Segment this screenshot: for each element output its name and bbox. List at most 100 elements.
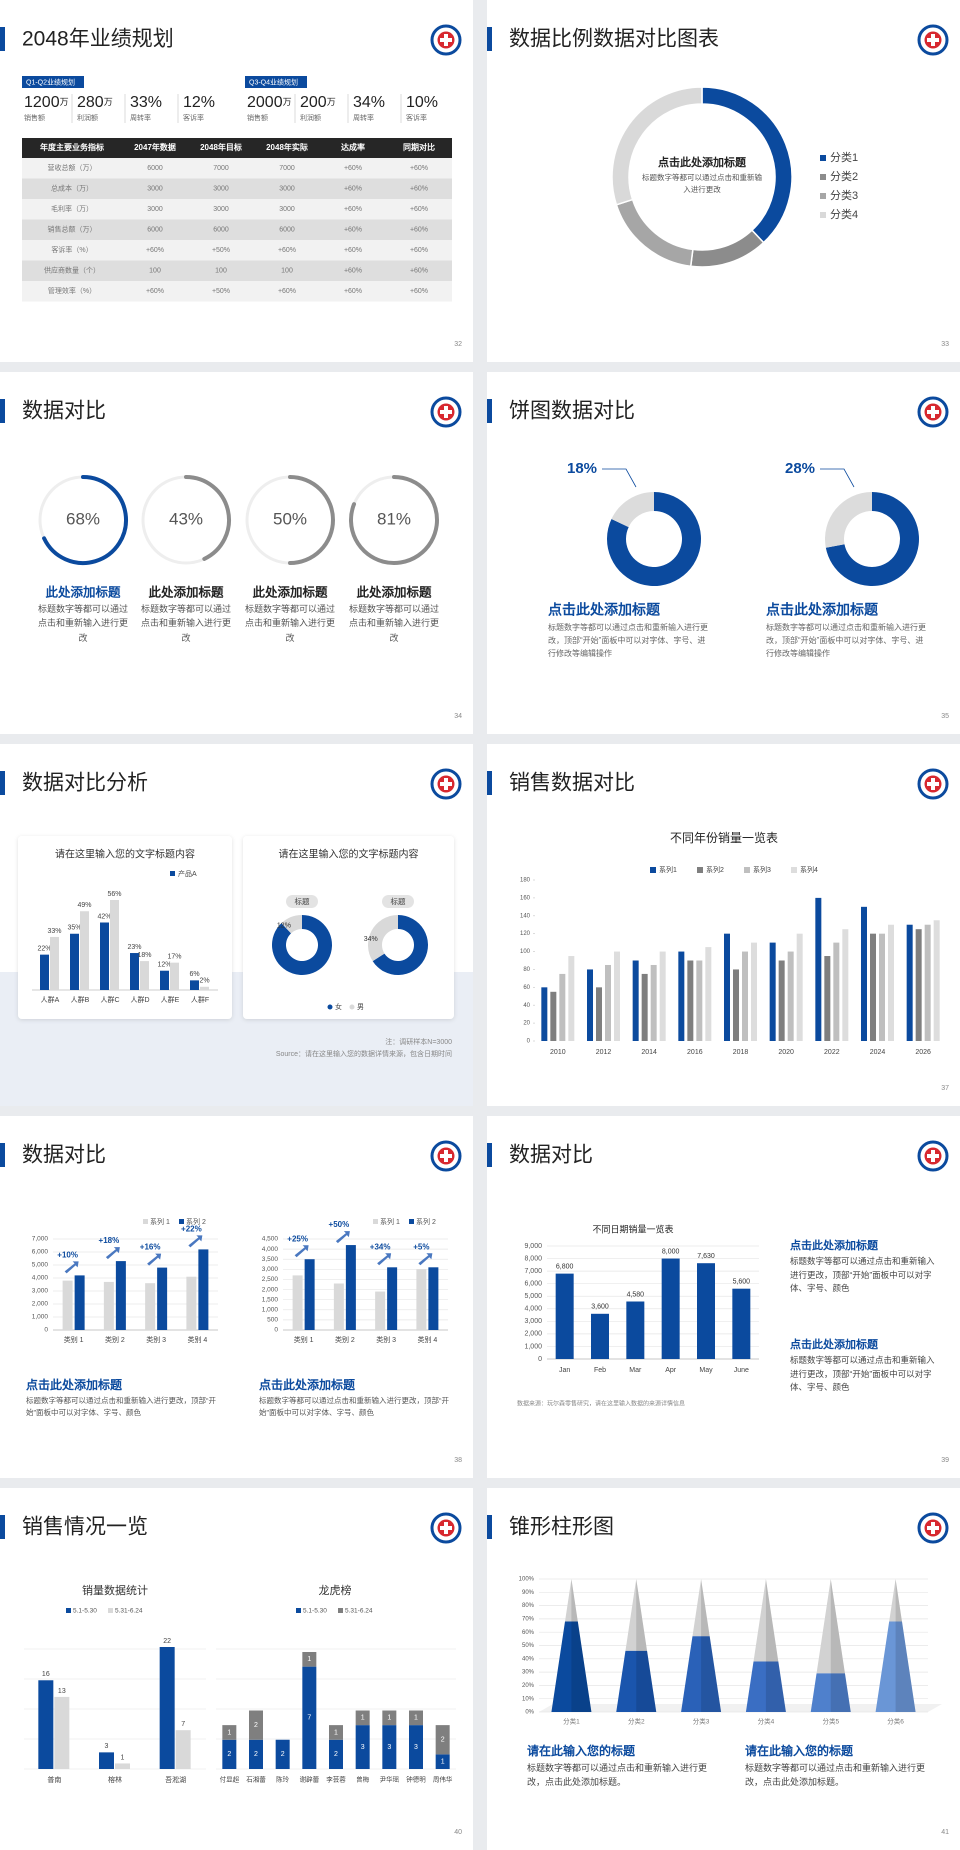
y-tick-label: 120 xyxy=(520,931,531,937)
value-label: 56% xyxy=(107,891,121,898)
item-text: 标题数字等都可以通过点击和重新输入进行更改，顶部“开始”面板中可以对字体、字号、… xyxy=(766,623,926,658)
x-tick-label: 类别 3 xyxy=(376,1335,396,1344)
cone-base xyxy=(745,1661,786,1712)
y-tick-label: 9,000 xyxy=(524,1243,542,1250)
legend-label: 5.31-6.24 xyxy=(345,1608,373,1615)
slide: 锥形柱形图 41 0% 10% 20% 30% 40% 50% 60% 70% 80% 90% 100%… xyxy=(487,1488,960,1850)
table-cell: 3000 xyxy=(213,186,229,193)
legend-swatch xyxy=(338,1608,343,1613)
item-title: 此处添加标题 xyxy=(356,584,432,599)
table-row-bg xyxy=(22,158,452,179)
growth-label: +10% xyxy=(57,1251,78,1260)
x-tick-label: June xyxy=(734,1367,749,1374)
kpi-value: 33% xyxy=(130,94,162,111)
segment-label: 1 xyxy=(387,1715,391,1722)
table-cell: 6000 xyxy=(147,165,163,172)
value-label: 49% xyxy=(77,902,91,909)
bar-segment xyxy=(329,1739,343,1769)
value-label: 2% xyxy=(199,978,209,985)
bar-segment xyxy=(355,1710,370,1726)
x-tick-label: 类别 4 xyxy=(417,1335,437,1344)
legend-label: 系列1 xyxy=(659,865,677,874)
table-cell: +60% xyxy=(278,247,296,254)
chart-title: 不同日期销量一览表 xyxy=(592,1223,673,1234)
x-tick-label: 付显超 xyxy=(220,1775,240,1784)
bar-segment xyxy=(409,1725,423,1769)
bar xyxy=(678,951,685,1041)
growth-arrow xyxy=(188,1235,203,1248)
bar xyxy=(815,897,822,1041)
growth-arrow xyxy=(147,1253,162,1266)
segment-label: 2 xyxy=(254,1751,258,1758)
segment-label: 3 xyxy=(361,1744,365,1751)
table-cell: 100 xyxy=(215,268,227,275)
pill-label: 标题 xyxy=(391,896,406,906)
bar xyxy=(842,929,849,1041)
growth-label: +50% xyxy=(329,1220,350,1229)
bar xyxy=(304,1259,315,1330)
item-title: 点击此处添加标题 xyxy=(766,602,879,618)
y-tick-label: 4,500 xyxy=(262,1236,279,1243)
item-text: 标题数字等都可以通过点击和重新输入进行更改，点击此处添加标题。 xyxy=(527,1763,708,1788)
slide: 数据对比 39 不同日期销量一览表 0 1,000 2,000 3,000 4,000 5,00… xyxy=(487,1116,960,1478)
legend-swatch xyxy=(820,174,826,180)
kpi-unit: 万 xyxy=(104,97,113,107)
y-tick-label: 0 xyxy=(538,1356,542,1363)
table-cell: 3000 xyxy=(147,206,163,213)
y-tick-label: 60 xyxy=(523,985,530,991)
cone-top xyxy=(889,1579,902,1622)
x-tick-label: 陈玲 xyxy=(276,1775,290,1784)
tag-bg xyxy=(245,76,307,88)
chart-title: 龙虎榜 xyxy=(319,1583,352,1597)
kpi-number: 10% xyxy=(406,94,438,111)
bar xyxy=(70,933,79,990)
legend-swatch xyxy=(373,1219,378,1224)
x-tick-label: 谢辟蕾 xyxy=(300,1775,320,1784)
y-tick-label: 10% xyxy=(522,1696,535,1702)
legend-swatch xyxy=(108,1608,113,1613)
bar xyxy=(74,1275,85,1330)
table-header: 达成率 xyxy=(341,142,365,152)
cone-shade xyxy=(765,1579,786,1712)
value-label: 35% xyxy=(67,925,81,932)
legend-label: 系列 2 xyxy=(416,1217,436,1226)
y-tick-label: 2,000 xyxy=(262,1286,279,1293)
item-text-box: 标题数字等都可以通过点击和重新输入进行更改，顶部“开始”面板中可以对字体、字号、… xyxy=(26,1396,216,1417)
y-tick-label: 4,000 xyxy=(32,1275,49,1282)
title-bar xyxy=(0,27,5,51)
value-label: 18% xyxy=(567,460,597,477)
x-tick-label: 人群B xyxy=(71,995,90,1004)
table-cell: 毛利率（万） xyxy=(51,204,93,213)
y-tick-label: 140 xyxy=(520,913,531,919)
x-tick-label: 2012 xyxy=(596,1049,612,1056)
title-bar xyxy=(487,399,492,423)
donut-remainder xyxy=(607,492,701,586)
bar-segment xyxy=(222,1739,237,1769)
x-tick-label: Apr xyxy=(665,1367,677,1374)
item-text-box: 标题数字等都可以通过点击和重新输入进行更改，点击此处添加标题。 xyxy=(527,1763,708,1788)
slide-bg xyxy=(487,372,960,734)
table-cell: 3000 xyxy=(147,186,163,193)
bar xyxy=(587,969,593,1041)
bar xyxy=(787,951,794,1041)
legend-label: 5.1-5.30 xyxy=(73,1608,97,1615)
y-tick-label: 100% xyxy=(519,1577,535,1583)
bar xyxy=(130,953,139,990)
bar xyxy=(605,964,611,1041)
growth-label: +22% xyxy=(181,1225,202,1234)
x-tick-label: 人群E xyxy=(161,995,180,1004)
x-tick-label: 人群D xyxy=(130,995,149,1004)
segment-label: 1 xyxy=(227,1729,231,1736)
logo-cross xyxy=(927,38,939,42)
slide-title: 2048年业绩规划 xyxy=(22,28,174,51)
x-tick-label: 分类4 xyxy=(758,1717,775,1726)
bar xyxy=(555,1273,574,1359)
logo-cross xyxy=(440,38,452,42)
kpi-label: 周转率 xyxy=(130,113,151,122)
bar-segment xyxy=(355,1725,370,1769)
growth-arrow xyxy=(377,1253,392,1266)
table-cell: +60% xyxy=(344,165,362,172)
x-tick-label: 榕林 xyxy=(108,1775,122,1784)
segment-label: 2 xyxy=(254,1722,258,1729)
